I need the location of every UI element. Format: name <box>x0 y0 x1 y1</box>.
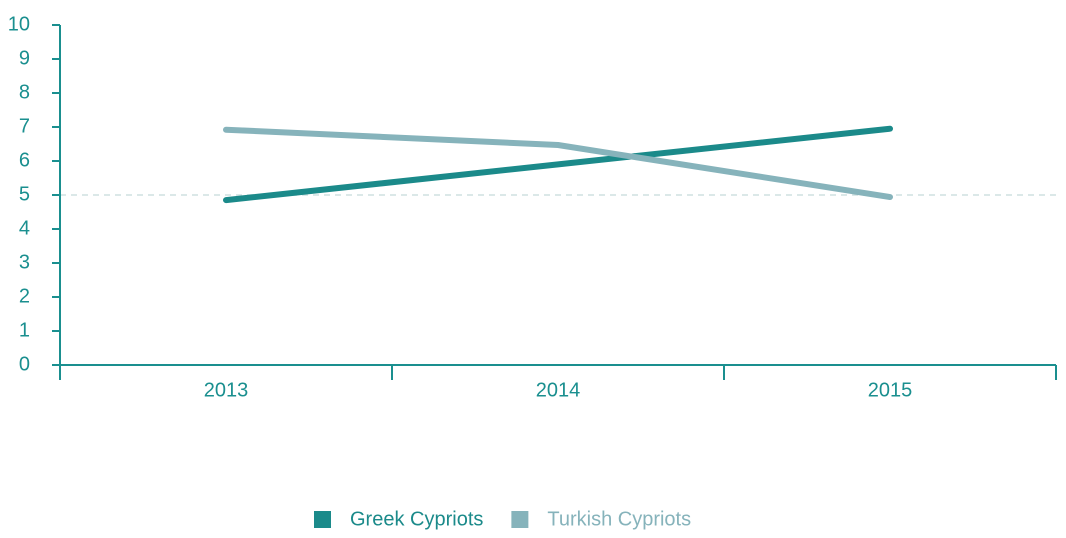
y-tick-label: 1 <box>19 319 30 341</box>
y-tick-label: 4 <box>19 217 30 239</box>
y-tick-label: 8 <box>19 81 30 103</box>
x-tick-label: 2015 <box>868 379 913 401</box>
y-tick-label: 10 <box>8 13 30 35</box>
y-tick-label: 9 <box>19 47 30 69</box>
legend-swatch <box>511 511 529 528</box>
x-tick-label: 2013 <box>204 379 249 401</box>
y-tick-label: 5 <box>19 183 30 205</box>
y-tick-label: 2 <box>19 285 30 307</box>
legend-swatch <box>314 511 331 528</box>
y-tick-label: 6 <box>19 149 30 171</box>
y-tick-label: 3 <box>19 251 30 273</box>
y-tick-label: 7 <box>19 115 30 137</box>
x-tick-label: 2014 <box>536 379 581 401</box>
y-tick-label: 0 <box>19 353 30 375</box>
series-line <box>223 125 893 204</box>
series-line <box>223 126 893 201</box>
legend-label: Turkish Cypriots <box>547 508 691 530</box>
legend-label: Greek Cypriots <box>350 508 483 530</box>
